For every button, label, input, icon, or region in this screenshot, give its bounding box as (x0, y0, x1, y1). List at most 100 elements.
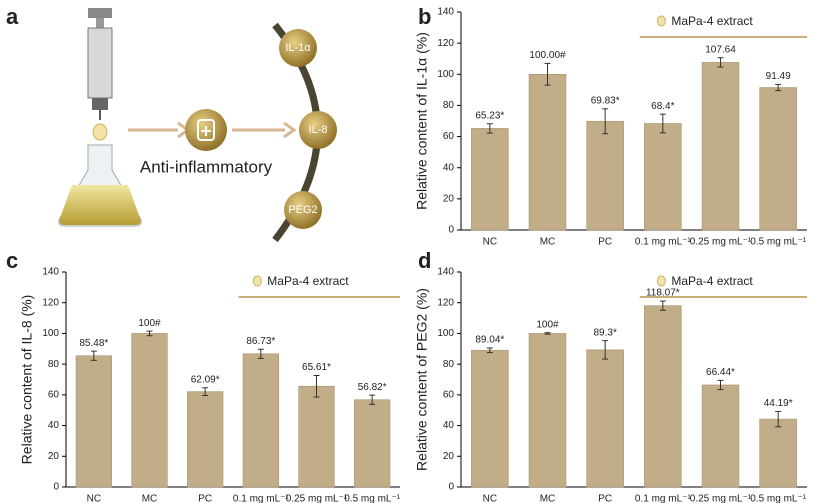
value-label: 62.09* (191, 374, 220, 385)
plus (201, 126, 211, 136)
x-tick-label: 0.5 mg mL⁻¹ (750, 237, 807, 248)
bar (644, 305, 682, 488)
y-tick-label: 60 (443, 131, 455, 142)
value-label: 100.00# (529, 50, 566, 61)
bar (586, 120, 624, 231)
target-node (284, 191, 322, 229)
bar (644, 123, 682, 231)
syringe-barrel (87, 27, 113, 99)
y-tick-label: 140 (437, 267, 454, 278)
drop (92, 123, 108, 141)
y-axis-label: Relative content of IL-1α (%) (414, 32, 430, 210)
x-tick-label: MC (142, 494, 158, 503)
y-tick-label: 120 (437, 297, 454, 308)
y-tick-label: 20 (48, 451, 60, 462)
bar (298, 385, 335, 488)
value-label: 66.44* (706, 367, 735, 378)
drop-icon (656, 275, 666, 287)
syringe-tip (92, 98, 108, 110)
y-tick-label: 120 (437, 38, 454, 49)
x-tick-label: 0.1 mg mL⁻¹ (635, 494, 692, 503)
y-tick-label: 100 (42, 328, 59, 339)
diagram: Anti-inflammatory IL-1α IL-8 PEG2 (58, 8, 337, 243)
arrow-head (283, 121, 297, 139)
y-tick-label: 0 (53, 482, 59, 493)
y-tick-label: 20 (443, 451, 455, 462)
x-tick-label: MC (540, 494, 556, 503)
y-tick-label: 40 (48, 420, 60, 431)
value-label: 91.49 (766, 71, 791, 82)
bar (75, 355, 112, 488)
y-tick-label: 140 (437, 7, 454, 18)
x-tick-label: 0.25 mg mL⁻¹ (690, 237, 752, 248)
syringe-rod (96, 18, 104, 28)
annotation: MaPa-4 extract (671, 14, 753, 28)
y-axis-label: Relative content of IL-8 (%) (19, 295, 35, 465)
center-label: Anti-inflammatory (140, 157, 273, 176)
y-tick-label: 60 (443, 389, 455, 400)
value-label: 107.64 (705, 44, 736, 55)
y-tick-label: 20 (443, 193, 455, 204)
y-tick-label: 100 (437, 69, 454, 80)
value-label: 85.48* (79, 338, 108, 349)
x-tick-label: NC (483, 237, 497, 248)
bar (759, 87, 797, 231)
value-label: 65.61* (302, 362, 331, 373)
x-tick-label: 0.1 mg mL⁻¹ (635, 237, 692, 248)
bar (242, 353, 279, 488)
y-tick-label: 120 (42, 297, 59, 308)
value-label: 56.82* (358, 382, 387, 393)
value-label: 65.23* (475, 110, 504, 121)
bar (701, 62, 740, 231)
x-tick-label: NC (483, 494, 497, 503)
bar (528, 333, 567, 488)
x-tick-label: PC (198, 494, 212, 503)
panel-label: c (6, 248, 18, 273)
bar (187, 391, 224, 488)
y-tick-label: 40 (443, 162, 455, 173)
bar (586, 349, 624, 488)
value-label: 89.3* (593, 327, 616, 338)
value-label: 44.19* (764, 398, 793, 409)
bar (701, 384, 740, 488)
bar (528, 73, 567, 231)
annotation: MaPa-4 extract (267, 274, 349, 288)
value-label: 89.04* (475, 335, 504, 346)
bar (471, 349, 509, 488)
annotation: MaPa-4 extract (671, 274, 753, 288)
bar (759, 418, 797, 488)
target-label: IL-1α (285, 42, 311, 54)
target-node (279, 29, 317, 67)
flask-liquid (59, 185, 141, 225)
y-axis-label: Relative content of PEG2 (%) (414, 288, 430, 471)
target-node (299, 111, 337, 149)
x-tick-label: 0.5 mg mL⁻¹ (750, 494, 807, 503)
bar (131, 333, 168, 488)
syringe-plunger (88, 8, 112, 18)
drop-icon (656, 15, 666, 27)
y-tick-label: 0 (448, 482, 454, 493)
value-label: 100# (138, 318, 161, 329)
y-tick-label: 140 (42, 267, 59, 278)
x-tick-label: 0.1 mg mL⁻¹ (233, 494, 290, 503)
value-label: 118.07* (646, 288, 680, 299)
value-label: 100# (536, 319, 559, 330)
y-tick-label: 80 (443, 100, 455, 111)
y-tick-label: 100 (437, 328, 454, 339)
target-label: PEG2 (288, 204, 317, 216)
x-tick-label: MC (540, 237, 556, 248)
y-tick-label: 40 (443, 420, 455, 431)
value-label: 68.4* (651, 101, 674, 112)
x-tick-label: NC (87, 494, 101, 503)
value-label: 86.73* (246, 336, 275, 347)
bar (354, 399, 391, 488)
drop-icon (252, 275, 262, 287)
x-tick-label: 0.5 mg mL⁻¹ (344, 494, 401, 503)
x-tick-label: PC (598, 237, 612, 248)
x-tick-label: 0.25 mg mL⁻¹ (690, 494, 752, 503)
y-tick-label: 60 (48, 389, 60, 400)
x-tick-label: 0.25 mg mL⁻¹ (286, 494, 348, 503)
x-tick-label: PC (598, 494, 612, 503)
panel-label: a (6, 4, 19, 29)
